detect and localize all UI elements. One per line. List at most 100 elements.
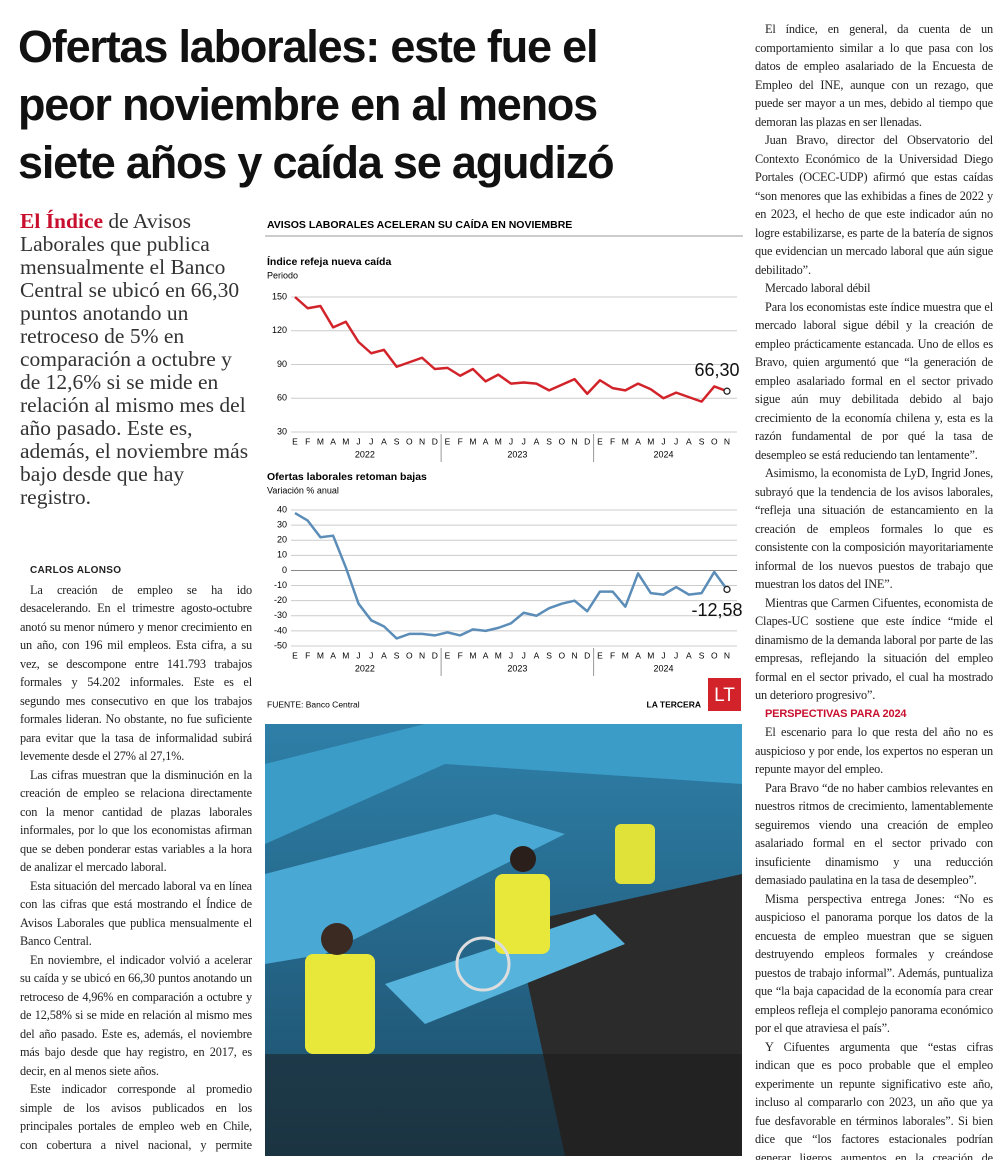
y-tick-label: 40 (277, 504, 287, 514)
x-tick-label: A (635, 650, 641, 660)
year-label: 2024 (653, 663, 673, 673)
x-tick-label: O (559, 650, 566, 660)
y-tick-label: -40 (274, 625, 287, 635)
x-tick-label: F (458, 436, 463, 446)
x-tick-label: M (469, 436, 476, 446)
year-label: 2023 (507, 449, 527, 459)
x-tick-label: A (534, 650, 540, 660)
x-tick-label: A (686, 436, 692, 446)
x-tick-label: M (647, 436, 654, 446)
end-marker (723, 387, 731, 395)
x-tick-label: N (419, 436, 425, 446)
x-tick-label: F (458, 650, 463, 660)
paragraph: Esta situación del mercado laboral va en… (20, 878, 252, 949)
subhead: PERSPECTIVAS PARA 2024 (765, 707, 907, 720)
x-tick-label: J (509, 436, 513, 446)
y-tick-label: -30 (274, 610, 287, 620)
conveyor (385, 914, 625, 1024)
x-tick-label: E (292, 436, 298, 446)
lede: El Índice de Avisos Laborales que public… (20, 210, 252, 509)
paragraph: Para Bravo “de no haber cambios relevant… (755, 780, 993, 888)
x-tick-label: N (571, 436, 577, 446)
x-tick-label: S (546, 436, 552, 446)
conveyor (265, 724, 742, 844)
paragraph: Asimismo, la economista de LyD, Ingrid J… (755, 466, 993, 591)
photo (265, 724, 742, 1156)
y-tick-label: -10 (274, 580, 287, 590)
x-tick-label: M (495, 650, 502, 660)
paragraph: Juan Bravo, director del Observatorio de… (755, 133, 993, 277)
paragraph: Y Cifuentes argumenta que “estas cifras … (755, 1039, 993, 1161)
x-tick-label: J (356, 650, 360, 660)
vest (615, 824, 655, 884)
x-tick-label: M (342, 650, 349, 660)
x-tick-label: A (381, 436, 387, 446)
x-tick-label: E (292, 650, 298, 660)
y-tick-label: 60 (277, 393, 287, 403)
shadow (265, 1054, 742, 1156)
year-label: 2024 (653, 449, 673, 459)
x-tick-label: J (661, 650, 665, 660)
paragraph: El índice, en general, da cuenta de un c… (755, 22, 993, 129)
x-tick-label: J (661, 436, 665, 446)
y-tick-label: 30 (277, 426, 287, 436)
x-tick-label: S (394, 436, 400, 446)
x-tick-label: J (509, 650, 513, 660)
x-tick-label: J (674, 436, 678, 446)
end-marker (723, 585, 731, 594)
x-tick-label: A (483, 650, 489, 660)
headline: Ofertas laborales: este fue el peor novi… (18, 21, 615, 188)
lede-text: de Avisos Laborales que publica mensualm… (20, 209, 249, 509)
publisher: LA TERCERA (647, 699, 701, 709)
x-tick-label: E (445, 650, 451, 660)
x-tick-label: N (419, 650, 425, 660)
x-tick-label: E (445, 436, 451, 446)
lede-lead-in: El Índice (20, 209, 104, 233)
year-label: 2022 (355, 449, 375, 459)
x-tick-label: M (317, 650, 324, 660)
x-tick-label: M (469, 650, 476, 660)
x-tick-label: A (330, 436, 336, 446)
x-tick-label: F (305, 436, 310, 446)
y-tick-label: 30 (277, 519, 287, 529)
year-label: 2022 (355, 663, 375, 673)
chart-subtitle: Variación % anual (267, 485, 339, 495)
x-tick-label: M (647, 650, 654, 660)
paragraph: La creación de empleo se ha ido desacele… (20, 582, 252, 764)
chart-subtitle: Periodo (267, 270, 298, 280)
x-tick-label: O (711, 650, 718, 660)
x-tick-label: J (522, 650, 526, 660)
worker (321, 923, 353, 955)
byline: CARLOS ALONSO (30, 565, 122, 576)
chart-title: Índice refeja nueva caída (267, 255, 391, 268)
chart-title: Ofertas laborales retoman bajas (267, 471, 427, 483)
x-tick-label: J (369, 436, 373, 446)
x-tick-label: M (495, 436, 502, 446)
worker (510, 846, 536, 872)
x-tick-label: O (406, 650, 413, 660)
y-tick-label: 10 (277, 550, 287, 560)
x-tick-label: M (342, 436, 349, 446)
x-tick-label: A (330, 650, 336, 660)
paragraph: Mientras que Carmen Cifuentes, economist… (755, 595, 993, 703)
x-tick-label: E (597, 436, 603, 446)
x-tick-label: M (622, 436, 629, 446)
paragraph: Para los economistas este índice muestra… (755, 299, 993, 462)
x-tick-label: A (381, 650, 387, 660)
x-tick-label: N (724, 650, 730, 660)
source: FUENTE: Banco Central (267, 699, 360, 709)
vest (305, 954, 375, 1054)
x-tick-label: J (369, 650, 373, 660)
x-tick-label: S (699, 436, 705, 446)
x-tick-label: F (305, 650, 310, 660)
y-tick-label: 120 (272, 325, 287, 335)
subhead: Mercado laboral débil (765, 281, 871, 295)
x-tick-label: O (711, 436, 718, 446)
paragraph: Misma perspectiva entrega Jones: “No es … (755, 891, 993, 1036)
y-tick-label: -50 (274, 640, 287, 650)
y-tick-label: 150 (272, 291, 287, 301)
x-tick-label: S (546, 650, 552, 660)
x-tick-label: D (584, 436, 590, 446)
fan (455, 936, 511, 992)
